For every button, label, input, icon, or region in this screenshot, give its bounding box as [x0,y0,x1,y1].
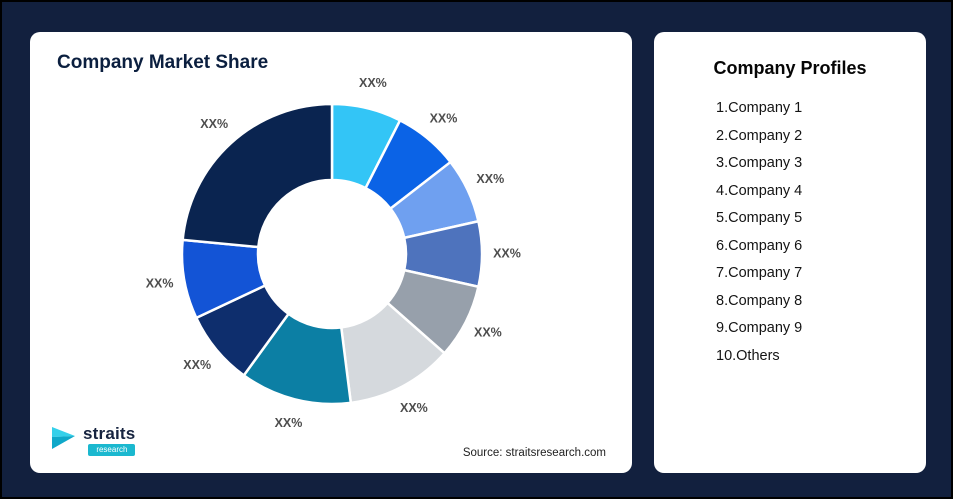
company-profile-item: 4.Company 4 [716,182,803,199]
slice-label: XX% [476,172,504,186]
logo-name: straits [83,424,136,443]
donut-slice [181,102,334,249]
source-attribution: Source: straitsresearch.com [462,447,606,459]
slice-label: XX% [275,416,303,430]
company-profile-item: 1.Company 1 [716,100,803,116]
company-profile-item: 8.Company 8 [716,292,803,309]
straits-logo-icon [50,424,78,457]
slice-label: XX% [200,117,228,131]
slice-label: XX% [430,111,458,125]
company-profile-item: 10.Others [716,347,780,364]
company-profiles-card: Company Profiles 1.Company 1 2.Company 2… [654,32,926,473]
company-profile-item: 7.Company 7 [716,265,803,281]
logo-sub: research [88,444,136,456]
straits-research-logo: straits research [50,424,136,457]
profiles-title: Company Profiles [713,58,867,78]
slice-label: XX% [146,276,174,290]
chart-title: Company Market Share [57,52,269,73]
slice-label: XX% [359,76,387,90]
company-profile-item: 2.Company 2 [716,127,803,144]
slice-label: XX% [493,246,521,260]
market-share-card: Company Market Share XX% XX% XX% XX% XX% XX% X… [30,32,632,473]
company-profile-item: 6.Company 6 [716,237,803,254]
donut-chart: XX% XX% XX% XX% XX% XX% XX% XX% XX% XX% [146,76,521,430]
slice-label: XX% [474,326,502,340]
company-profiles-list: 1.Company 1 2.Company 2 3.Company 3 4.Co… [654,95,926,370]
company-profile-item: 5.Company 5 [716,210,803,226]
slice-label: XX% [400,401,428,415]
company-profile-item: 9.Company 9 [716,320,803,336]
company-profile-item: 3.Company 3 [716,155,803,171]
slice-label: XX% [183,358,211,372]
